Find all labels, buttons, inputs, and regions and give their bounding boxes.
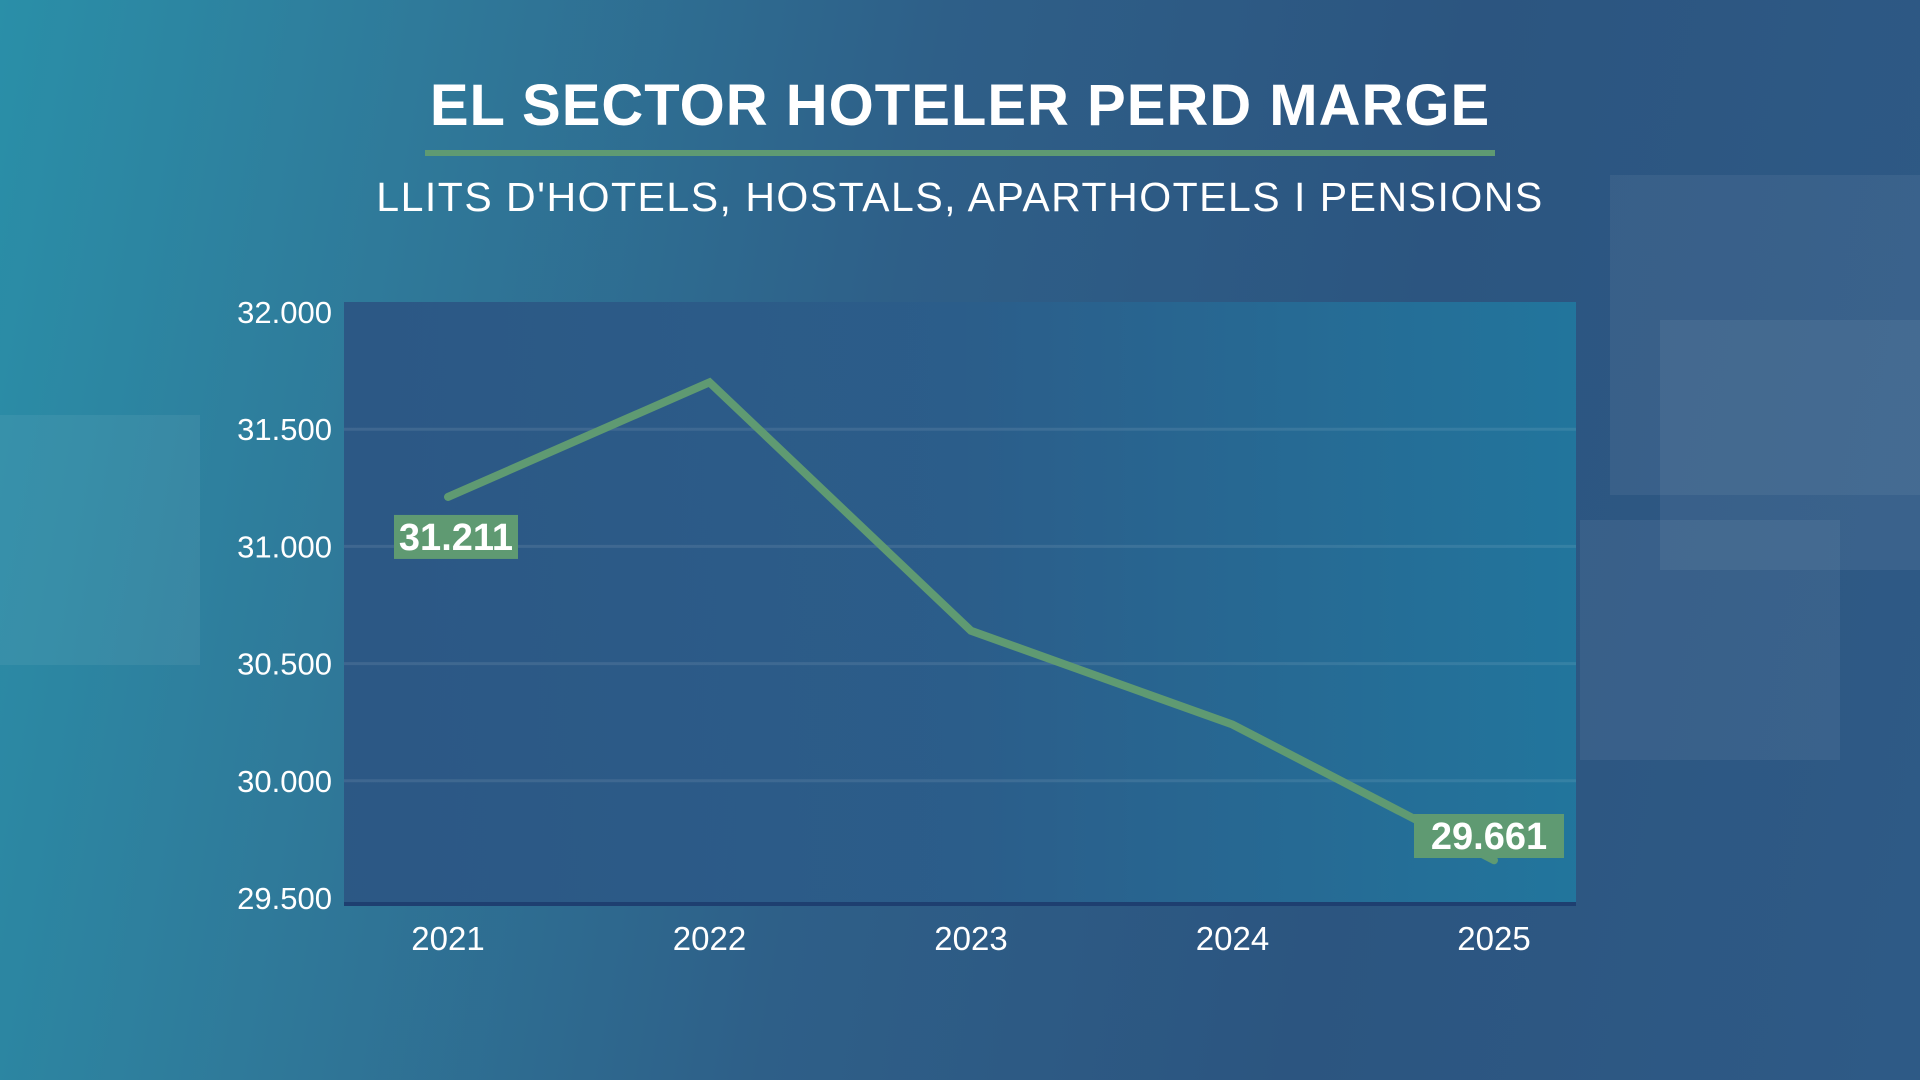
chart-title: EL SECTOR HOTELER PERD MARGE bbox=[429, 73, 1491, 138]
y-tick-label: 32.000 bbox=[237, 295, 332, 330]
y-tick-label: 29.500 bbox=[237, 881, 332, 916]
background-shape bbox=[1660, 320, 1920, 570]
data-label: 29.661 bbox=[1431, 816, 1547, 858]
background-shape bbox=[1580, 520, 1840, 760]
y-tick-label: 31.500 bbox=[237, 412, 332, 447]
x-tick-label: 2024 bbox=[1196, 920, 1269, 957]
x-tick-label: 2023 bbox=[934, 920, 1007, 957]
y-tick-label: 30.000 bbox=[237, 764, 332, 799]
title-underline bbox=[425, 150, 1495, 156]
x-tick-label: 2025 bbox=[1457, 920, 1530, 957]
data-label-box bbox=[1414, 814, 1564, 858]
y-tick-label: 31.000 bbox=[237, 529, 332, 564]
data-label-box bbox=[394, 514, 518, 559]
x-tick-label: 2022 bbox=[673, 920, 746, 957]
plot-area bbox=[344, 302, 1576, 904]
background-shape bbox=[1610, 175, 1920, 495]
data-label: 31.211 bbox=[399, 517, 513, 559]
y-tick-label: 30.500 bbox=[237, 647, 332, 682]
x-tick-label: 2021 bbox=[411, 920, 484, 957]
background-shape bbox=[0, 415, 200, 665]
chart-subtitle: LLITS D'HOTELS, HOSTALS, APARTHOTELS I P… bbox=[376, 174, 1544, 220]
